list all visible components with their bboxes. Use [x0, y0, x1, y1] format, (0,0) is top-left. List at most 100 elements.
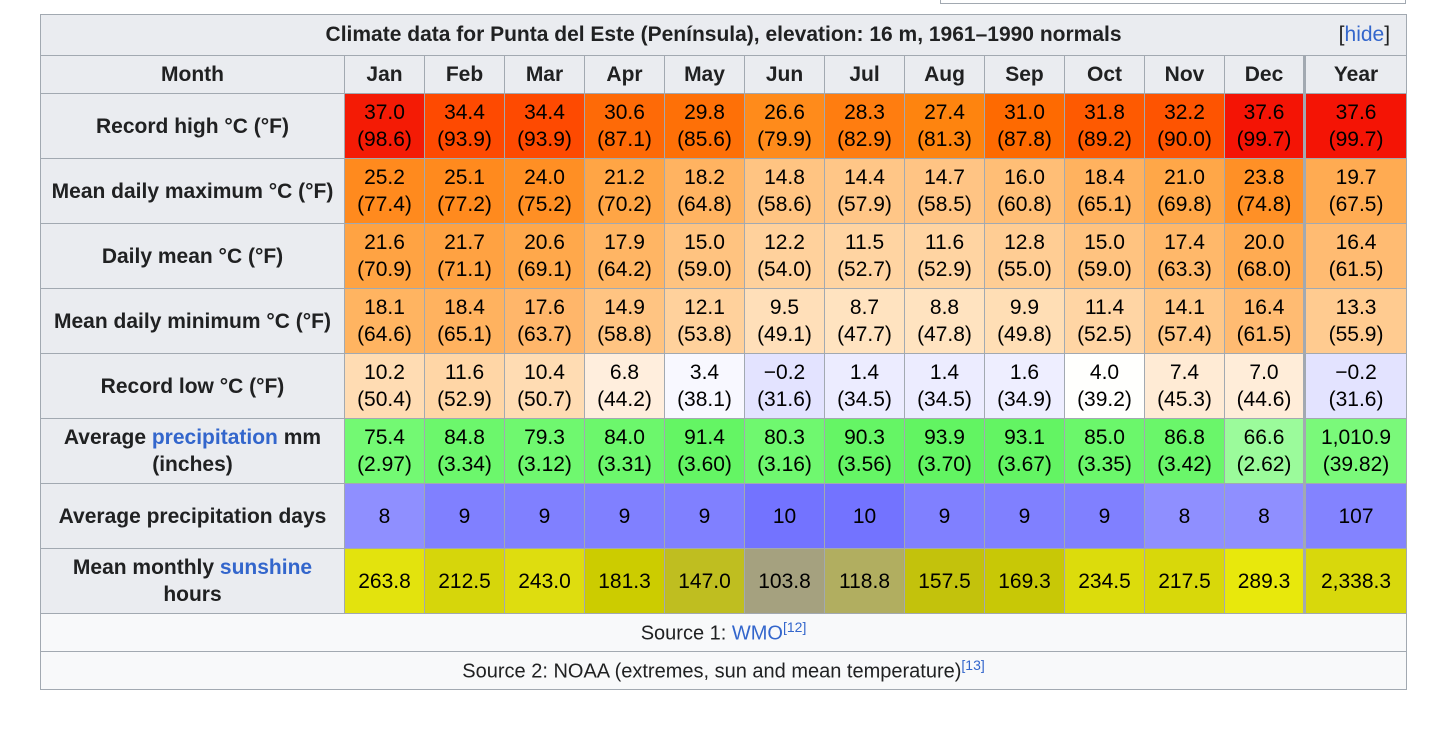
imperial-value: (3.70) — [917, 453, 972, 476]
data-cell: 8 — [1224, 483, 1305, 549]
data-cell: 15.0 (59.0) — [664, 223, 745, 289]
imperial-value: (79.9) — [757, 128, 812, 151]
table-row: Mean monthly sunshine hours 263.8 212.5 243… — [40, 548, 1408, 614]
data-cell: 31.0 (87.8) — [984, 93, 1065, 159]
hide-toggle: [hide] — [1338, 23, 1391, 46]
imperial-value: (70.9) — [357, 258, 412, 281]
imperial-value: (60.8) — [997, 193, 1052, 216]
metric-value: −0.2 — [763, 361, 806, 384]
metric-value: 85.0 — [1084, 426, 1125, 449]
wmo-link[interactable]: WMO — [731, 622, 783, 645]
data-cell: 84.0 (3.31) — [584, 418, 665, 484]
data-cell: 13.3 (55.9) — [1302, 288, 1408, 354]
imperial-value: (31.6) — [1328, 388, 1384, 411]
imperial-value: (90.0) — [1157, 128, 1212, 151]
data-cell: 169.3 — [984, 548, 1065, 614]
data-cell: 30.6 (87.1) — [584, 93, 665, 159]
imperial-value: (3.42) — [1157, 453, 1212, 476]
metric-value: 4.0 — [1089, 361, 1120, 384]
imperial-value: (64.6) — [357, 323, 412, 346]
metric-value: 9.9 — [1009, 296, 1040, 319]
data-cell: 79.3 (3.12) — [504, 418, 585, 484]
row-label-link[interactable]: precipitation — [151, 426, 278, 449]
imperial-value: (55.0) — [997, 258, 1052, 281]
imperial-value: (34.5) — [837, 388, 892, 411]
row-label-text: Daily mean °C (°F) — [101, 244, 284, 268]
data-cell: 17.4 (63.3) — [1144, 223, 1225, 289]
metric-value: 34.4 — [444, 101, 485, 124]
data-cell: 18.1 (64.6) — [344, 288, 425, 354]
data-cell: 28.3 (82.9) — [824, 93, 905, 159]
metric-value: 157.5 — [918, 569, 971, 593]
ref-12[interactable]: [12] — [782, 619, 807, 636]
imperial-value: (71.1) — [437, 258, 492, 281]
ref-13[interactable]: [13] — [961, 657, 985, 674]
table-row: Record high °C (°F) 37.0 (98.6) 34.4 (93.9) 3… — [40, 93, 1408, 159]
data-cell: 9 — [504, 483, 585, 549]
hide-link[interactable]: hide — [1344, 23, 1385, 46]
data-cell: 18.4 (65.1) — [1064, 158, 1145, 224]
imperial-value: (65.1) — [1077, 193, 1132, 216]
table-caption: Climate data for Punta del Este (Penínsu… — [39, 14, 1408, 56]
metric-value: 84.0 — [604, 426, 645, 449]
metric-value: 28.3 — [844, 101, 885, 124]
metric-value: 6.8 — [609, 361, 640, 384]
data-cell: 25.1 (77.2) — [424, 158, 505, 224]
metric-value: 8.7 — [849, 296, 880, 319]
data-cell: 21.6 (70.9) — [344, 223, 425, 289]
data-cell: 1.4 (34.5) — [904, 353, 985, 419]
imperial-value: (81.3) — [917, 128, 972, 151]
data-cell: 10.2 (50.4) — [344, 353, 425, 419]
imperial-value: (59.0) — [1077, 258, 1132, 281]
metric-value: 15.0 — [1084, 231, 1125, 254]
metric-value: 26.6 — [764, 101, 805, 124]
data-cell: 21.7 (71.1) — [424, 223, 505, 289]
column-header-jun: Jun — [744, 55, 825, 94]
metric-value: 20.0 — [1243, 231, 1285, 254]
row-label-text: Average — [63, 426, 152, 449]
column-header-feb: Feb — [424, 55, 505, 94]
imperial-value: (77.2) — [437, 193, 492, 216]
data-cell: 9 — [1064, 483, 1145, 549]
metric-value: 17.4 — [1164, 231, 1205, 254]
data-cell: 147.0 — [664, 548, 745, 614]
imperial-value: (3.31) — [597, 453, 652, 476]
metric-value: 10.4 — [524, 361, 565, 384]
metric-value: 8.8 — [929, 296, 960, 319]
data-cell: 75.4 (2.97) — [344, 418, 425, 484]
imperial-value: (3.16) — [757, 453, 812, 476]
metric-value: 289.3 — [1237, 569, 1291, 593]
metric-value: 21.6 — [364, 231, 405, 254]
imperial-value: (69.8) — [1157, 193, 1212, 216]
data-cell: 32.2 (90.0) — [1144, 93, 1225, 159]
data-cell: 181.3 — [584, 548, 665, 614]
data-cell: 217.5 — [1144, 548, 1225, 614]
data-cell: 1,010.9 (39.82) — [1302, 418, 1408, 484]
data-cell: −0.2 (31.6) — [744, 353, 825, 419]
metric-value: 86.8 — [1164, 426, 1205, 449]
data-cell: 17.9 (64.2) — [584, 223, 665, 289]
column-header-jul: Jul — [824, 55, 905, 94]
metric-value: 1.6 — [1009, 361, 1040, 384]
metric-value: 91.4 — [684, 426, 725, 449]
imperial-value: (52.9) — [437, 388, 492, 411]
metric-value: 14.4 — [844, 166, 885, 189]
data-cell: 31.8 (89.2) — [1064, 93, 1145, 159]
row-label-link[interactable]: sunshine — [219, 556, 313, 579]
imperial-value: (63.3) — [1157, 258, 1212, 281]
source-2-text: Source 2: NOAA (extremes, sun and mean t… — [462, 660, 962, 683]
imperial-value: (64.2) — [597, 258, 652, 281]
data-cell: 12.1 (53.8) — [664, 288, 745, 354]
imperial-value: (38.1) — [677, 388, 732, 411]
table-row: Record low °C (°F) 10.2 (50.4) 11.6 (52.9) 10… — [40, 353, 1408, 419]
metric-value: 11.6 — [924, 231, 965, 254]
metric-value: 1.4 — [929, 361, 960, 384]
metric-value: 24.0 — [524, 166, 565, 189]
data-cell: 26.6 (79.9) — [744, 93, 825, 159]
data-cell: 9 — [424, 483, 505, 549]
metric-value: 25.1 — [444, 166, 485, 189]
metric-value: 212.5 — [438, 569, 491, 593]
table-row: Average precipitation mm (inches) 75.4 (2.… — [40, 418, 1408, 484]
metric-value: 10 — [852, 504, 877, 528]
metric-value: 2,338.3 — [1320, 569, 1392, 593]
